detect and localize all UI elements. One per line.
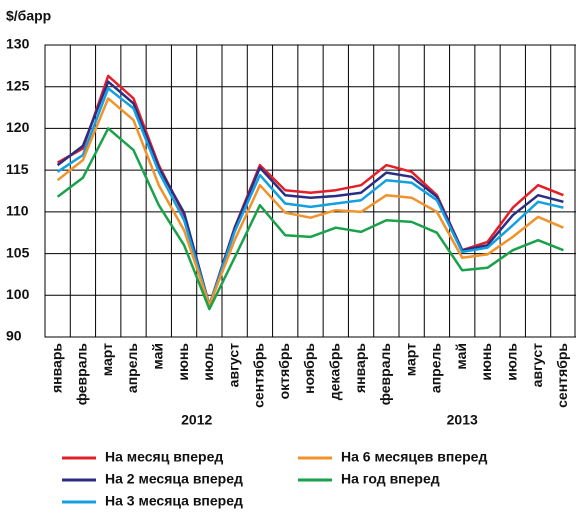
legend-label: На месяц вперед bbox=[105, 449, 223, 465]
x-tick-label: март bbox=[402, 343, 418, 376]
y-tick-label: 90 bbox=[6, 328, 22, 344]
series-line bbox=[56, 80, 564, 307]
x-tick-label: август bbox=[225, 343, 241, 387]
y-tick-label: 125 bbox=[6, 77, 30, 93]
x-tick-label: февраль bbox=[377, 343, 393, 406]
x-tick-label: февраль bbox=[74, 343, 90, 406]
year-label: 2012 bbox=[181, 412, 212, 428]
y-tick-label: 110 bbox=[6, 203, 29, 219]
x-tick-label: ноябрь bbox=[301, 343, 317, 394]
year-label: 2013 bbox=[447, 412, 478, 428]
x-tick-label: май bbox=[453, 343, 469, 370]
y-tick-label: 120 bbox=[6, 119, 30, 135]
x-tick-label: апрель bbox=[428, 343, 444, 393]
series-line bbox=[56, 97, 564, 307]
x-tick-label: март bbox=[99, 343, 115, 376]
plot-area bbox=[44, 44, 576, 338]
y-tick-label: 130 bbox=[6, 36, 30, 52]
y-tick-label: 100 bbox=[6, 286, 30, 302]
x-tick-label: июнь bbox=[175, 343, 191, 381]
x-tick-label: сентябрь bbox=[554, 343, 570, 408]
legend-label: На 6 месяцев вперед bbox=[341, 449, 487, 465]
x-tick-label: июнь bbox=[478, 343, 494, 381]
x-tick-label: июль bbox=[200, 343, 216, 381]
x-tick-label: январь bbox=[48, 343, 64, 393]
x-tick-label: август bbox=[529, 343, 545, 387]
legend-label: На 3 месяца вперед bbox=[105, 493, 243, 509]
legend-label: На 2 месяца вперед bbox=[105, 471, 243, 487]
series-line bbox=[56, 74, 564, 307]
legend-label: На год вперед bbox=[341, 471, 440, 487]
x-tick-label: январь bbox=[352, 343, 368, 393]
x-tick-label: октябрь bbox=[276, 343, 292, 400]
series-line bbox=[56, 87, 564, 307]
series-line bbox=[56, 127, 564, 311]
x-tick-label: декабрь bbox=[326, 343, 342, 401]
y-unit-label: $/барр bbox=[6, 8, 51, 24]
x-tick-label: апрель bbox=[124, 343, 140, 393]
x-tick-label: май bbox=[149, 343, 165, 370]
y-tick-label: 115 bbox=[6, 161, 29, 177]
x-tick-label: июль bbox=[503, 343, 519, 381]
x-tick-label: сентябрь bbox=[251, 343, 267, 408]
y-tick-label: 105 bbox=[6, 244, 30, 260]
